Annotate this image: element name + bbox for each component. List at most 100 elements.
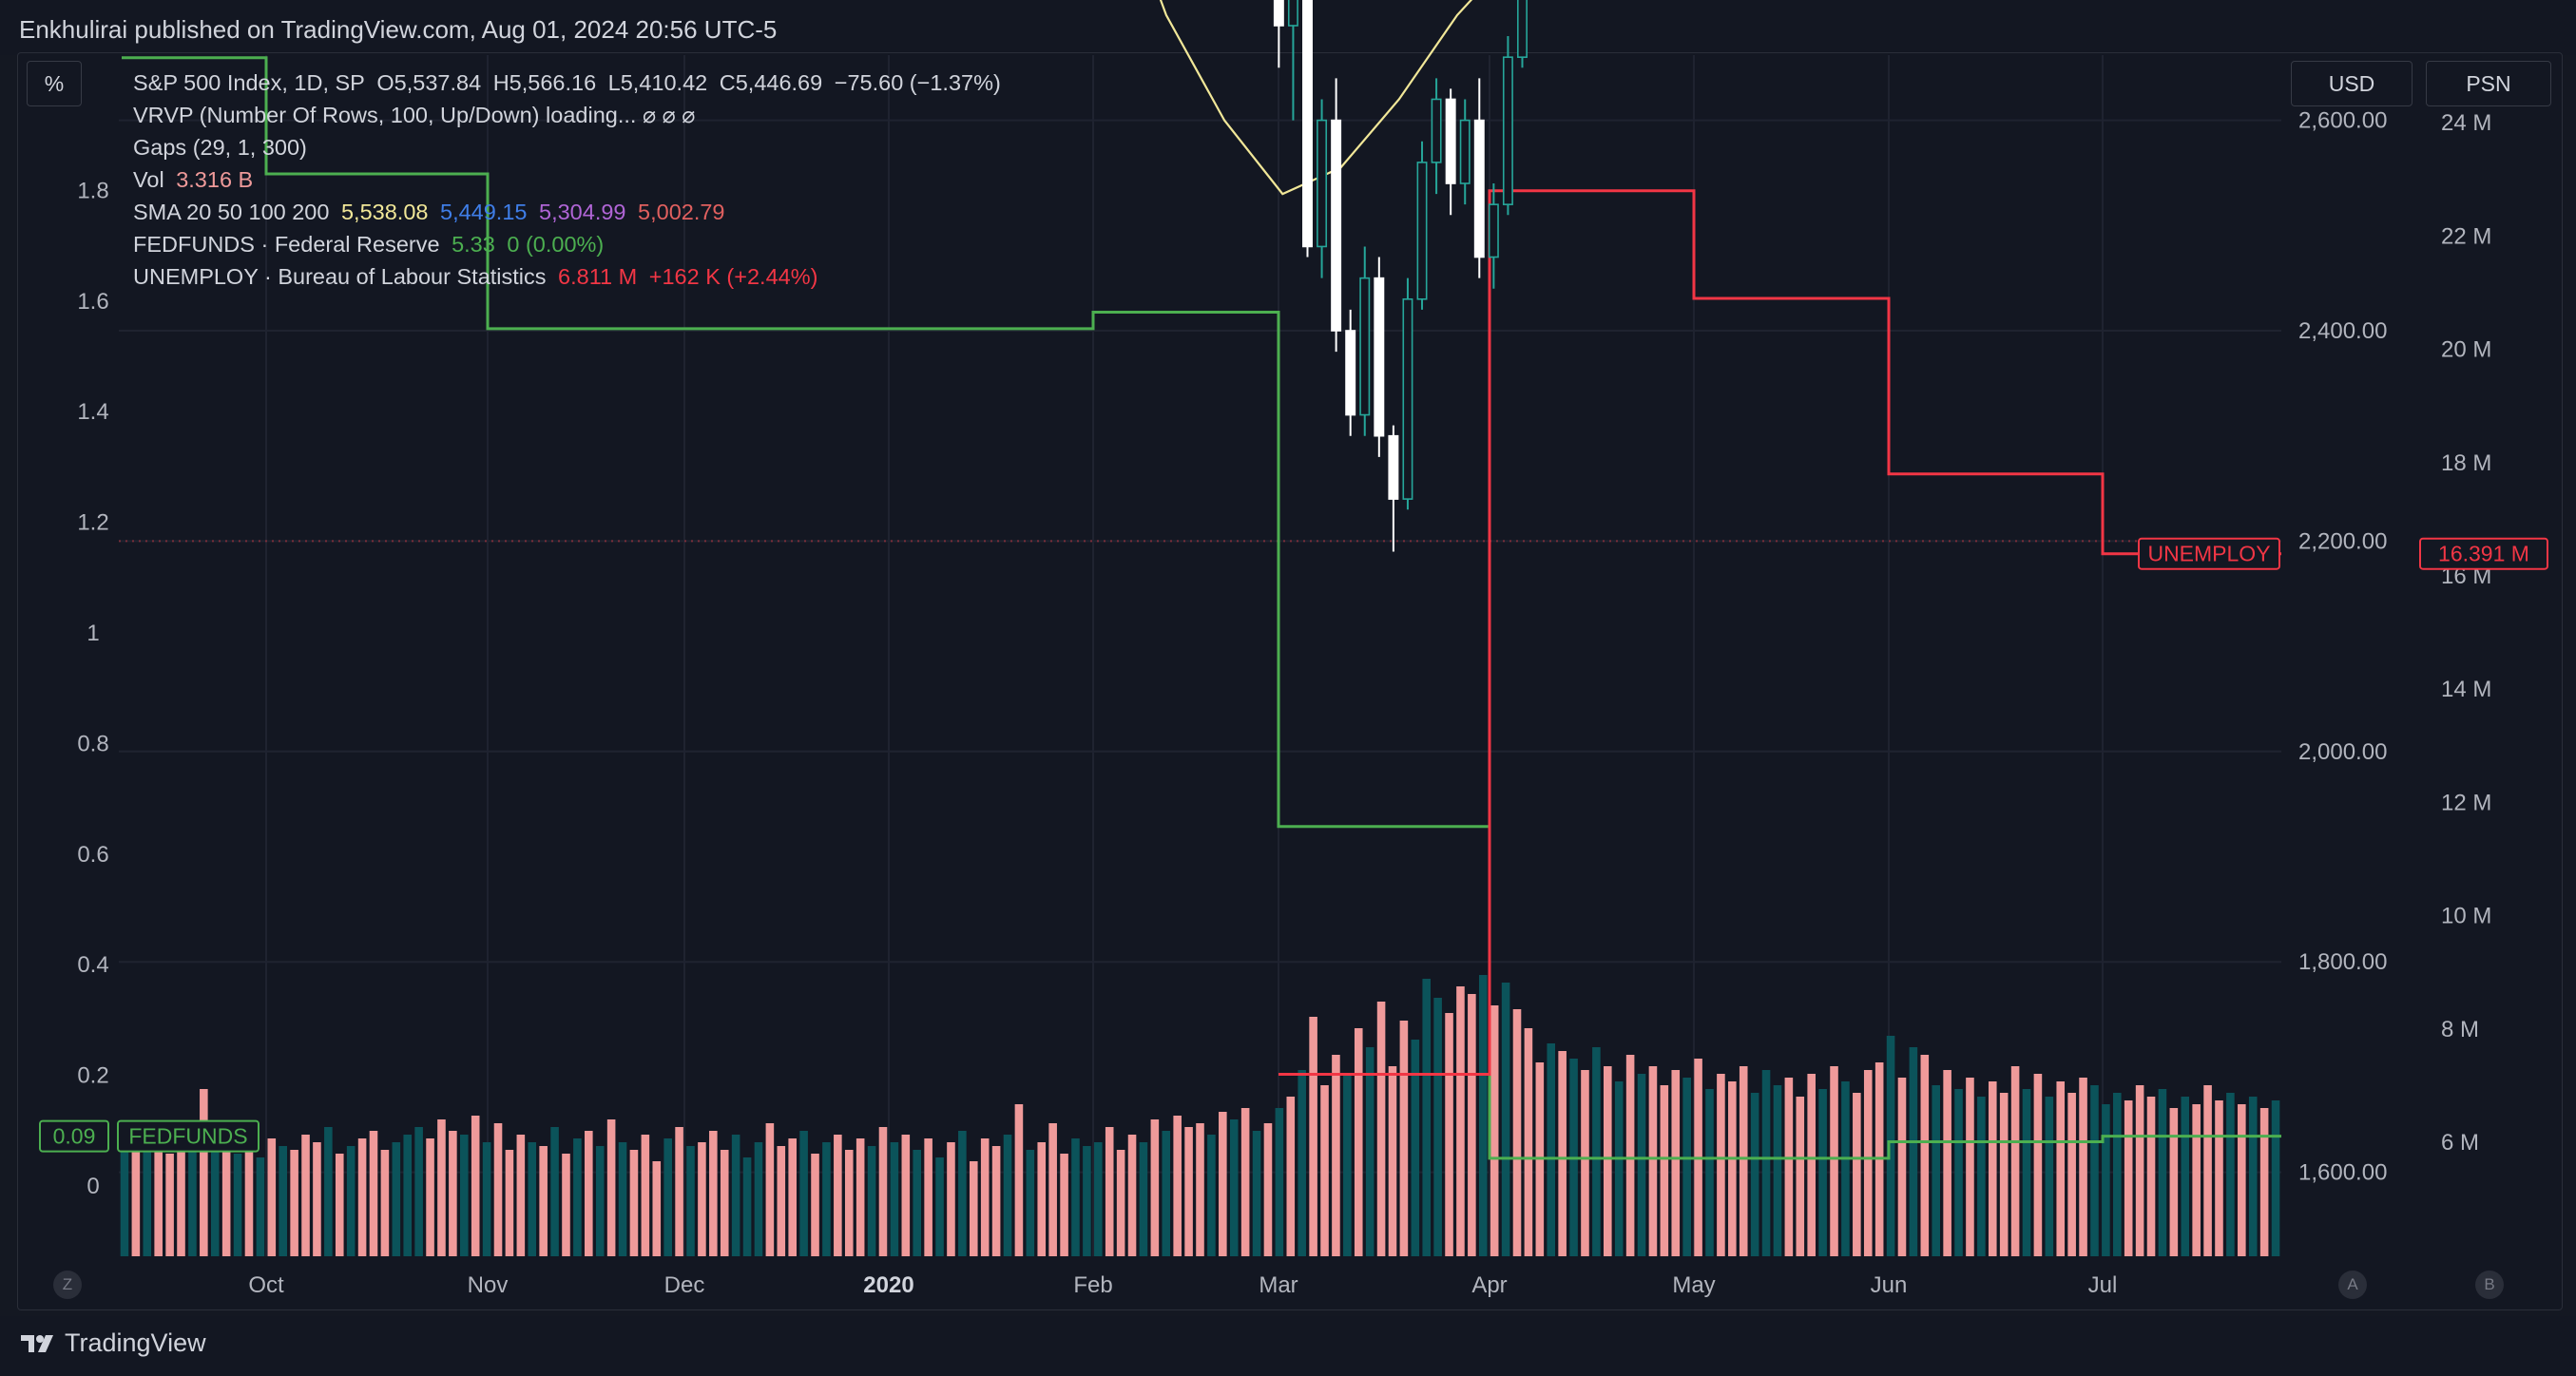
volume-bar-10 xyxy=(233,1154,242,1256)
volume-bar-29 xyxy=(449,1131,457,1256)
volume-bar-26 xyxy=(414,1127,423,1256)
axis-labels: OctNovDec2020FebMarAprMayJunJul3,600.003… xyxy=(77,108,2491,1298)
candle-body-84 xyxy=(1331,119,1342,332)
volume-bar-190 xyxy=(2271,1100,2280,1256)
log-scale-button[interactable]: B xyxy=(2475,1271,2504,1299)
volume-bar-79 xyxy=(1014,1104,1024,1256)
x-tick-5: Mar xyxy=(1259,1272,1298,1298)
volume-bar-53 xyxy=(720,1150,729,1256)
candle-body-82 xyxy=(1302,0,1313,248)
legend-gaps-row[interactable]: Gaps (29, 1, 300) xyxy=(133,131,1007,163)
volume-bar-78 xyxy=(1003,1135,1012,1256)
indicator-legend: S&P 500 Index, 1D, SP O5,537.84 H5,566.1… xyxy=(133,67,1007,293)
volume-bar-48 xyxy=(663,1138,672,1256)
candle-body-93 xyxy=(1459,119,1471,184)
publish-info: Enkhulirai published on TradingView.com,… xyxy=(19,15,778,44)
volume-bar-49 xyxy=(675,1127,683,1256)
unemploy-label: UNEMPLOY · Bureau of Labour Statistics xyxy=(133,264,547,289)
volume-bar-171 xyxy=(2056,1081,2066,1256)
volume-bar-40 xyxy=(573,1138,582,1256)
volume-bar-6 xyxy=(188,1135,197,1256)
volume-bar-17 xyxy=(313,1142,321,1256)
volume-bar-179 xyxy=(2146,1097,2156,1256)
price-change: −75.60 (−1.37%) xyxy=(834,70,1001,95)
candle-body-86 xyxy=(1359,277,1371,416)
ohlc-close: C5,446.69 xyxy=(719,70,823,95)
sma20-line xyxy=(1159,0,1473,196)
volume-bar-96 xyxy=(1207,1135,1216,1256)
volume-bar-111 xyxy=(1376,1002,1386,1256)
volume-bar-119 xyxy=(1468,994,1476,1256)
volume-bar-123 xyxy=(1512,1009,1522,1256)
volume-bar-143 xyxy=(1739,1066,1748,1256)
auto-scale-button[interactable]: A xyxy=(2338,1271,2367,1299)
y-percent-tick-9: 0 xyxy=(87,1174,99,1199)
moving-averages xyxy=(1159,0,1473,196)
volume-bar-101 xyxy=(1263,1123,1273,1256)
y-percent-tick-6: 0.6 xyxy=(77,842,108,868)
volume-bar-181 xyxy=(2169,1108,2179,1256)
volume-bar-114 xyxy=(1411,1040,1420,1256)
fedfunds-label: FEDFUNDS · Federal Reserve xyxy=(133,232,440,257)
volume-bar-177 xyxy=(2124,1100,2133,1256)
y-price-tick-9: 1,800.00 xyxy=(2298,949,2387,975)
legend-sma-row[interactable]: SMA 20 50 100 200 5,538.08 5,449.15 5,30… xyxy=(133,196,1007,228)
volume-bar-118 xyxy=(1456,986,1465,1256)
volume-bar-22 xyxy=(369,1131,378,1256)
volume-bar-100 xyxy=(1252,1131,1261,1256)
legend-symbol-row[interactable]: S&P 500 Index, 1D, SP O5,537.84 H5,566.1… xyxy=(133,67,1007,99)
unit-button[interactable]: PSN xyxy=(2426,61,2551,106)
volume-bar-72 xyxy=(935,1157,944,1256)
volume-bar-132 xyxy=(1614,1081,1624,1256)
y-millions-tick-9: 6 M xyxy=(2441,1130,2479,1156)
unemploy-step-line xyxy=(1278,189,2281,1076)
y-millions-tick-7: 10 M xyxy=(2441,904,2491,929)
volume-bar-144 xyxy=(1750,1093,1759,1256)
legend-vol-row[interactable]: Vol 3.316 B xyxy=(133,163,1007,196)
legend-unemploy-row[interactable]: UNEMPLOY · Bureau of Labour Statistics 6… xyxy=(133,260,1007,293)
vol-label: Vol xyxy=(133,167,164,192)
volume-bar-28 xyxy=(437,1119,446,1256)
volume-bar-180 xyxy=(2158,1089,2167,1256)
unemploy-tag-box xyxy=(2138,537,2280,570)
volume-bar-151 xyxy=(1830,1066,1838,1256)
volume-bar-80 xyxy=(1026,1150,1035,1256)
volume-bar-187 xyxy=(2238,1104,2246,1256)
unemploy-change: +162 K (+2.44%) xyxy=(648,264,818,289)
volume-bar-154 xyxy=(1863,1070,1873,1256)
volume-bar-162 xyxy=(1954,1089,1963,1256)
x-tick-0: Oct xyxy=(248,1272,284,1298)
fedfunds-tag-label: FEDFUNDS xyxy=(128,1124,247,1149)
currency-button[interactable]: USD xyxy=(2291,61,2413,106)
volume-bar-11 xyxy=(244,1142,254,1256)
candle-body-95 xyxy=(1488,203,1499,258)
volume-bar-137 xyxy=(1671,1070,1681,1256)
sma200-value: 5,002.79 xyxy=(638,200,725,224)
volume-bar-176 xyxy=(2113,1093,2122,1256)
y-millions-tick-3: 18 M xyxy=(2441,450,2491,476)
legend-fedfunds-row[interactable]: FEDFUNDS · Federal Reserve 5.33 0 (0.00%… xyxy=(133,228,1007,260)
volume-bar-173 xyxy=(2079,1078,2087,1256)
zoom-reset-button[interactable]: Z xyxy=(53,1271,82,1299)
candle-body-96 xyxy=(1502,56,1513,205)
candle-body-83 xyxy=(1317,119,1328,248)
brand[interactable]: TradingView xyxy=(19,1328,206,1358)
volume-bar-46 xyxy=(641,1135,650,1256)
volume-bar-56 xyxy=(754,1142,763,1256)
volume-bar-8 xyxy=(210,1142,220,1256)
x-tick-6: Apr xyxy=(1471,1272,1507,1298)
volume-bar-59 xyxy=(788,1138,797,1256)
volume-bar-127 xyxy=(1558,1051,1567,1256)
volume-bar-82 xyxy=(1048,1123,1057,1256)
legend-vrvp-row[interactable]: VRVP (Number Of Rows, 100, Up/Down) load… xyxy=(133,99,1007,131)
volume-bar-5 xyxy=(177,1142,185,1256)
percent-button[interactable]: % xyxy=(27,61,82,106)
volume-bar-183 xyxy=(2192,1104,2201,1256)
volume-bar-136 xyxy=(1660,1085,1669,1256)
volume-bar-115 xyxy=(1422,979,1432,1256)
volume-bar-33 xyxy=(493,1123,503,1256)
volume-bar-71 xyxy=(924,1138,932,1256)
volume-bar-61 xyxy=(811,1154,819,1256)
